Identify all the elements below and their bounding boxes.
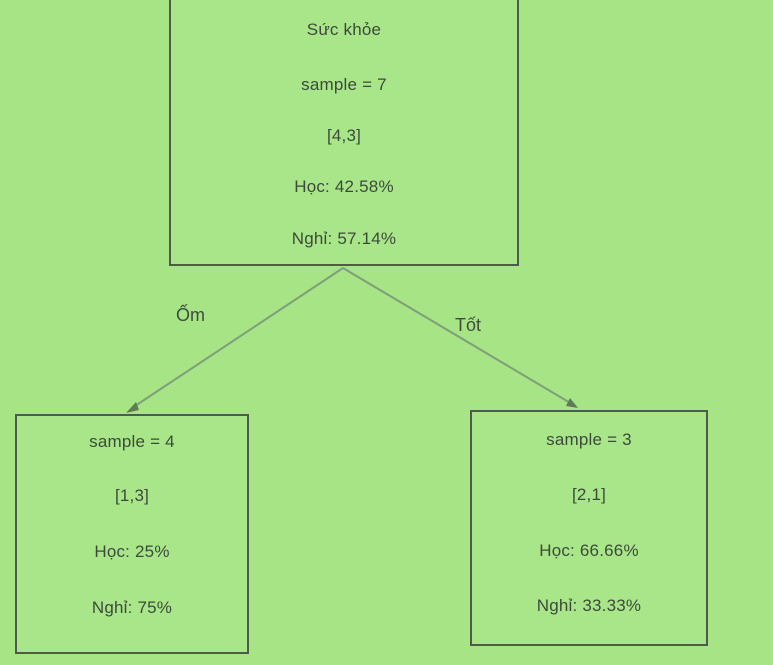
edge-to-left-arrowhead bbox=[126, 402, 139, 413]
edge-to-right-arrowhead bbox=[566, 398, 578, 408]
root-node-sample: sample = 7 bbox=[301, 75, 387, 94]
right-node: sample = 3 [2,1] Học: 66.66% Nghỉ: 33.33… bbox=[470, 410, 708, 646]
root-node-feature: Sức khỏe bbox=[306, 20, 382, 39]
root-node: Sức khỏe sample = 7 [4,3] Học: 42.58% Ng… bbox=[169, 0, 519, 266]
left-node-sample: sample = 4 bbox=[89, 432, 175, 451]
edge-to-right bbox=[342, 267, 573, 405]
left-node-counts: [1,3] bbox=[114, 486, 150, 505]
edge-to-left bbox=[131, 267, 344, 409]
root-node-nghi: Nghỉ: 57.14% bbox=[291, 229, 397, 248]
left-node-hoc: Học: 25% bbox=[94, 542, 170, 561]
edge-label-om: Ốm bbox=[176, 305, 205, 325]
left-node-nghi: Nghỉ: 75% bbox=[91, 598, 173, 617]
right-node-counts: [2,1] bbox=[571, 485, 607, 504]
edge-label-tot: Tốt bbox=[455, 315, 482, 335]
left-node: sample = 4 [1,3] Học: 25% Nghỉ: 75% bbox=[15, 414, 249, 654]
right-node-sample: sample = 3 bbox=[546, 430, 632, 449]
right-node-hoc: Học: 66.66% bbox=[539, 541, 639, 560]
root-node-hoc: Học: 42.58% bbox=[294, 177, 394, 196]
right-node-nghi: Nghỉ: 33.33% bbox=[536, 596, 642, 615]
root-node-counts: [4,3] bbox=[326, 126, 362, 145]
